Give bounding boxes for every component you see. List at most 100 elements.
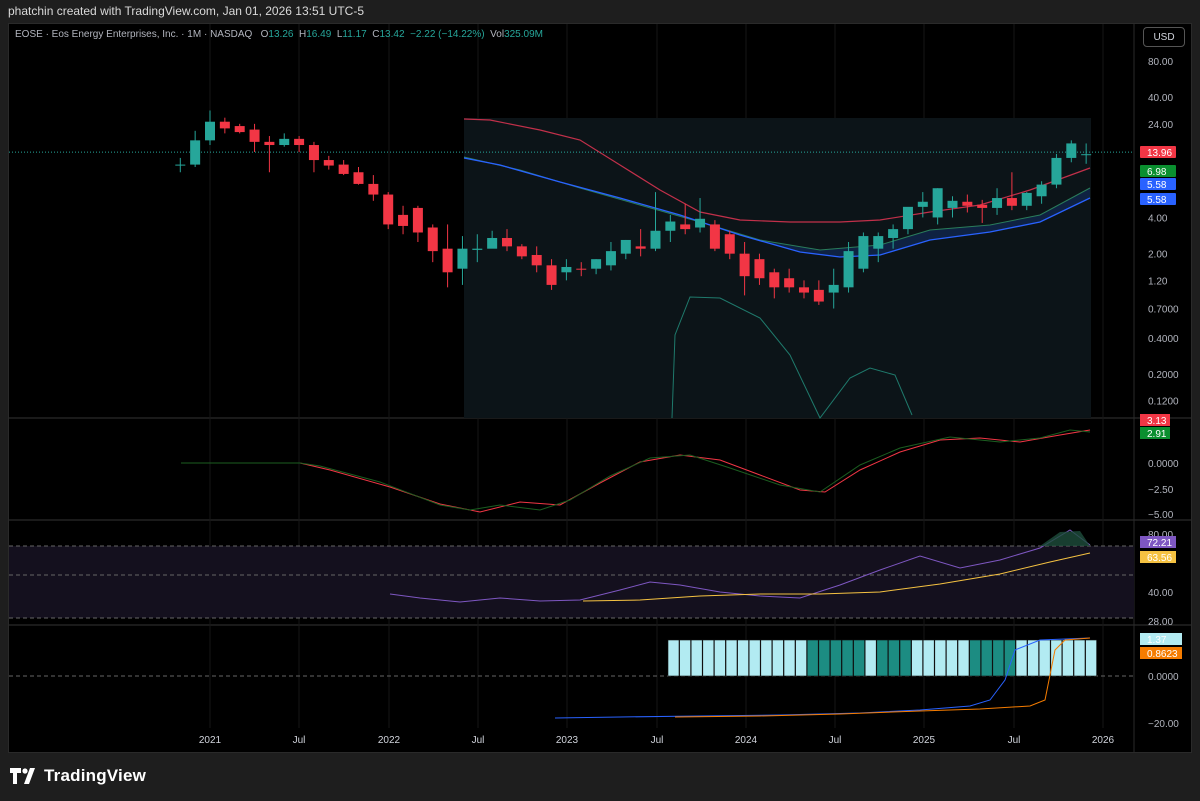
- legend-low: 11.17: [342, 29, 367, 40]
- candle-2022-11: [531, 246, 542, 273]
- candle-body: [695, 218, 706, 228]
- osc-bar-0: [667, 639, 680, 677]
- indicator-shade: [464, 118, 1091, 418]
- candle-2021-08: [308, 141, 319, 173]
- osc-axis-tick: −20.00: [1148, 719, 1179, 730]
- candle-2023-07: [650, 192, 661, 252]
- candle-2023-02: [576, 262, 587, 277]
- price-badge-label: 5.58: [1147, 180, 1167, 191]
- candle-body: [487, 237, 498, 249]
- osc-bar-15: [841, 639, 854, 677]
- candle-body: [175, 164, 186, 166]
- candle-body: [620, 239, 631, 254]
- candle-body: [843, 251, 854, 288]
- currency-button[interactable]: USD: [1143, 27, 1185, 47]
- symbol-legend: EOSE · Eos Energy Enterprises, Inc. · 1M…: [15, 29, 543, 40]
- candle-2021-04: [249, 123, 260, 152]
- candle-2021-05: [264, 136, 275, 173]
- brand[interactable]: TradingView: [10, 766, 146, 786]
- price-badge-1: 6.98: [1140, 165, 1176, 178]
- osc-bar-30: [1015, 639, 1028, 677]
- legend-symbol[interactable]: EOSE · Eos Energy Enterprises, Inc. · 1M…: [15, 29, 253, 40]
- candle-2023-12: [724, 230, 735, 260]
- candle-body: [1006, 198, 1017, 206]
- osc-bar-3: [702, 639, 715, 677]
- candle-2022-06: [457, 236, 468, 285]
- candle-body: [1066, 143, 1077, 158]
- attribution-text: phatchin created with TradingView.com, J…: [8, 4, 364, 18]
- candle-2025-06: [992, 188, 1003, 215]
- legend-change: −2.22 (−14.22%): [410, 29, 485, 40]
- candle-body: [932, 188, 943, 218]
- candle-2022-01: [383, 192, 394, 230]
- candle-2024-11: [888, 224, 899, 249]
- price-axis-tick: 4.00: [1148, 213, 1168, 224]
- candle-2022-03: [412, 205, 423, 243]
- candle-2023-01: [561, 259, 572, 281]
- candle-body: [205, 121, 215, 141]
- rsi-overbought-fill: [1040, 531, 1090, 546]
- candle-2023-09: [680, 203, 691, 235]
- osc-bar-35: [1073, 639, 1086, 677]
- price-axis-tick: 0.4000: [1148, 334, 1179, 345]
- candle-body: [977, 204, 988, 208]
- candle-body: [739, 253, 750, 277]
- time-axis-tick: 2022: [378, 735, 401, 746]
- macd-axis-tick: −2.50: [1148, 485, 1174, 496]
- candle-body: [472, 248, 483, 250]
- candle-body: [1081, 154, 1092, 156]
- osc-bar-6: [737, 639, 749, 677]
- price-badge-bg: [1140, 146, 1176, 158]
- legend-high-label: H: [299, 29, 307, 40]
- macd-badge-0: 3.13: [1140, 414, 1170, 427]
- price-axis-tick: 80.00: [1148, 57, 1173, 68]
- candle-2022-05: [442, 224, 453, 288]
- time-axis-tick: Jul: [293, 735, 306, 746]
- candle-2022-02: [398, 205, 409, 235]
- price-axis-tick: 0.1200: [1148, 397, 1179, 408]
- candle-2024-02: [754, 253, 765, 285]
- osc-badge-label: 0.8623: [1147, 649, 1178, 660]
- candle-body: [294, 138, 305, 146]
- candle-2023-10: [695, 198, 706, 233]
- osc-bar-20: [899, 639, 912, 677]
- osc-bar-25: [957, 639, 970, 677]
- osc-badge-bg: [1140, 647, 1182, 659]
- price-badge-3: 5.58: [1140, 193, 1176, 206]
- rsi-band: [9, 546, 1134, 618]
- osc-bar-19: [888, 639, 900, 677]
- candle-2021-01: [205, 110, 215, 146]
- candle-2025-11: [1066, 140, 1077, 163]
- candle-body: [279, 138, 290, 146]
- time-axis-tick: 2026: [1092, 735, 1115, 746]
- osc-bar-29: [1004, 639, 1016, 677]
- osc-bar-10: [783, 639, 796, 677]
- rsi-axis-tick: 40.00: [1148, 588, 1173, 599]
- attribution-bar: phatchin created with TradingView.com, J…: [0, 0, 1200, 22]
- osc-badge-bg: [1140, 633, 1182, 645]
- candle-2025-08: [1021, 192, 1032, 211]
- candle-body: [398, 214, 409, 226]
- rsi-badge-1: 63.56: [1140, 551, 1176, 564]
- candle-body: [591, 259, 602, 269]
- candle-2024-04: [784, 268, 795, 293]
- macd-badge-label: 3.13: [1147, 416, 1167, 427]
- candle-2024-05: [799, 280, 809, 299]
- osc-bar-18: [876, 639, 889, 677]
- price-badge-2: 5.58: [1140, 178, 1176, 191]
- candle-body: [546, 265, 557, 285]
- candle-2025-07: [1006, 172, 1017, 211]
- time-axis-tick: Jul: [1008, 735, 1021, 746]
- candle-2024-08: [843, 242, 854, 293]
- candle-2025-09: [1036, 181, 1047, 204]
- time-axis-tick: 2024: [735, 735, 758, 746]
- macd-signal-line: [181, 429, 1091, 513]
- macd-badge-label: 2.91: [1147, 429, 1167, 440]
- candle-body: [902, 206, 913, 230]
- candle-body: [219, 121, 230, 129]
- price-axis-tick: 0.7000: [1148, 305, 1179, 316]
- osc-badge-1: 0.8623: [1140, 647, 1182, 660]
- candle-2025-12: [1081, 143, 1092, 164]
- macd-axis-tick: 0.0000: [1148, 459, 1179, 470]
